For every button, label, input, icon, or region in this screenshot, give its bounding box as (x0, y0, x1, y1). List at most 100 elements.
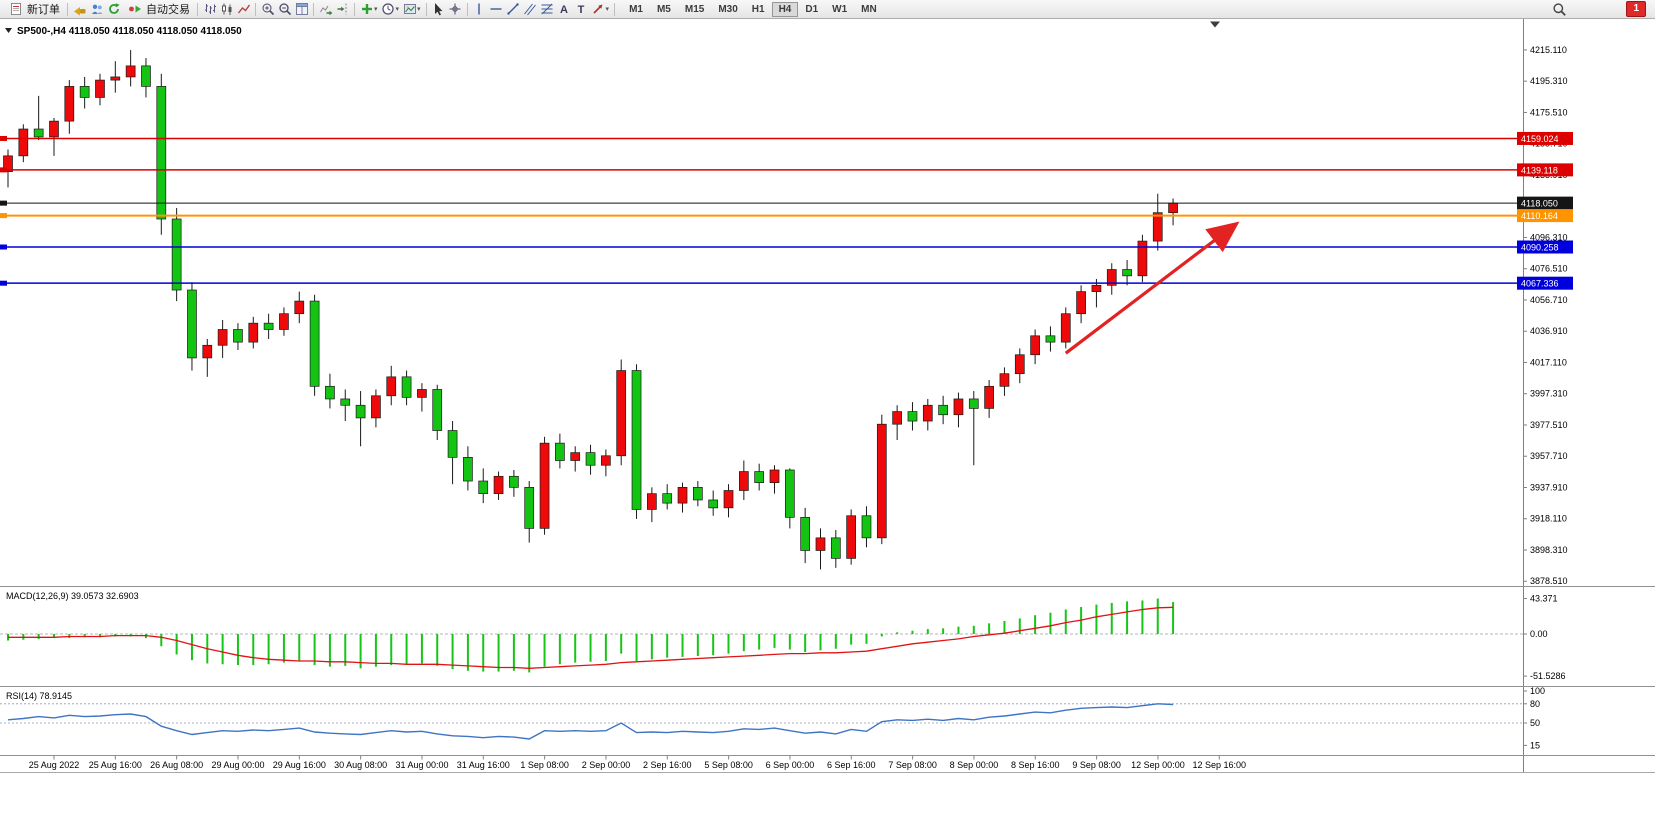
svg-text:3937.910: 3937.910 (1530, 482, 1568, 492)
svg-text:0.00: 0.00 (1530, 629, 1548, 639)
arrows-tool-icon[interactable] (590, 1, 607, 17)
periods-dropdown-caret[interactable]: ▾ (395, 6, 400, 13)
new-order-button[interactable]: 新订单 (3, 1, 64, 18)
timeframe-m1[interactable]: M1 (629, 3, 643, 15)
text-label-tool-icon[interactable]: T (573, 1, 590, 17)
price-tag-label: 4139.118 (1521, 165, 1558, 175)
templates-icon[interactable] (401, 1, 418, 17)
fibonacci-retracement-icon[interactable] (539, 1, 556, 17)
svg-text:4195.310: 4195.310 (1530, 76, 1568, 86)
time-scale[interactable] (0, 756, 1523, 773)
svg-text:6 Sep 16:00: 6 Sep 16:00 (827, 760, 876, 770)
toolbar-right-group: 1 (1551, 1, 1652, 17)
horizontal-line-icon[interactable] (488, 1, 505, 17)
megaphone-icon[interactable] (71, 1, 88, 17)
auto-trading-button[interactable]: 自动交易 (122, 1, 194, 18)
timeframe-h1[interactable]: H1 (751, 3, 765, 15)
chart-canvas[interactable]: 4215.1104195.3104175.5104155.7104135.910… (0, 19, 1655, 820)
notification-badge[interactable]: 1 (1626, 1, 1646, 17)
price-tag (1517, 196, 1573, 210)
svg-text:26 Aug 08:00: 26 Aug 08:00 (150, 760, 203, 770)
new-order-label: 新订单 (27, 4, 60, 16)
macd-signal-line (8, 606, 1174, 669)
auto-scroll-icon[interactable] (317, 1, 334, 17)
svg-text:-51.5286: -51.5286 (1530, 671, 1566, 681)
line-chart-icon[interactable] (235, 1, 252, 17)
svg-text:9 Sep 08:00: 9 Sep 08:00 (1072, 760, 1121, 770)
vertical-line-icon[interactable] (471, 1, 488, 17)
add-indicator-icon[interactable] (358, 1, 375, 17)
equidistant-channel-icon[interactable] (522, 1, 539, 17)
search-icon[interactable] (1551, 1, 1568, 17)
crosshair-icon[interactable] (447, 1, 464, 17)
price-tag (1517, 240, 1573, 254)
hline-left-marker (0, 200, 7, 206)
svg-text:8 Sep 16:00: 8 Sep 16:00 (1011, 760, 1060, 770)
hline-left-marker (0, 167, 7, 173)
rsi-info: RSI(14) 78.9145 (6, 691, 72, 701)
toolbar-separator (255, 2, 256, 16)
timeframe-d1[interactable]: D1 (805, 3, 819, 15)
templates-dropdown-caret[interactable]: ▾ (417, 6, 421, 13)
svg-text:4056.710: 4056.710 (1530, 295, 1568, 305)
trendline-icon[interactable] (505, 1, 522, 17)
periods-icon[interactable] (380, 1, 397, 17)
price-tag (1517, 209, 1573, 223)
svg-text:31 Aug 16:00: 31 Aug 16:00 (457, 760, 510, 770)
svg-text:29 Aug 16:00: 29 Aug 16:00 (273, 760, 326, 770)
svg-text:50: 50 (1530, 718, 1540, 728)
price-tag (1517, 276, 1573, 290)
timeframe-toolbar: M1 M5 M15 M30 H1 H4 D1 W1 MN (622, 1, 884, 17)
symbol-dropdown-arrow[interactable] (5, 28, 12, 33)
timeframe-w1[interactable]: W1 (832, 3, 848, 15)
zoom-in-icon[interactable] (259, 1, 276, 17)
svg-text:7 Sep 08:00: 7 Sep 08:00 (888, 760, 937, 770)
symbol-info: SP500-,H4 4118.050 4118.050 4118.050 411… (17, 26, 242, 37)
price-tag-label: 4110.164 (1521, 211, 1558, 221)
hline-left-marker (0, 280, 7, 286)
timeframe-mn[interactable]: MN (861, 3, 877, 15)
timeframe-h4[interactable]: H4 (771, 1, 799, 17)
svg-text:4036.910: 4036.910 (1530, 326, 1568, 336)
arrows-dropdown-caret[interactable]: ▾ (605, 6, 610, 13)
chart-shift-marker[interactable] (1210, 21, 1220, 28)
price-tag-label: 4118.050 (1521, 199, 1558, 209)
text-tool-icon[interactable]: A (556, 1, 573, 17)
timeframe-m30[interactable]: M30 (718, 3, 738, 15)
main-toolbar: 新订单 自动交易 ▾ ▾ (0, 0, 1655, 19)
svg-text:4017.110: 4017.110 (1530, 357, 1567, 367)
trend-arrow-annotation[interactable] (1064, 221, 1240, 355)
zoom-out-icon[interactable] (276, 1, 293, 17)
svg-text:30 Aug 08:00: 30 Aug 08:00 (334, 760, 387, 770)
svg-text:4175.510: 4175.510 (1530, 107, 1568, 117)
svg-text:3997.310: 3997.310 (1530, 389, 1568, 399)
svg-text:5 Sep 08:00: 5 Sep 08:00 (704, 760, 753, 770)
tile-windows-icon[interactable] (293, 1, 310, 17)
community-icon[interactable] (88, 1, 105, 17)
refresh-icon[interactable] (105, 1, 122, 17)
svg-text:15: 15 (1530, 740, 1540, 750)
macd-histogram (7, 598, 1175, 673)
price-tag (1517, 163, 1573, 177)
hline-left-marker (0, 244, 7, 250)
svg-text:31 Aug 00:00: 31 Aug 00:00 (395, 760, 448, 770)
svg-text:4096.310: 4096.310 (1530, 232, 1568, 242)
svg-text:2 Sep 16:00: 2 Sep 16:00 (643, 760, 692, 770)
svg-text:3878.510: 3878.510 (1530, 576, 1568, 586)
cursor-icon[interactable] (430, 1, 447, 17)
chart-window[interactable]: 4215.1104195.3104175.5104155.7104135.910… (0, 19, 1655, 820)
svg-text:T: T (578, 4, 585, 16)
candlestick-chart-icon[interactable] (218, 1, 235, 17)
timeframe-m5[interactable]: M5 (656, 3, 671, 15)
add-indicator-dropdown-caret[interactable]: ▾ (374, 6, 378, 13)
toolbar-separator (466, 2, 468, 16)
svg-text:100: 100 (1530, 686, 1545, 696)
new-order-icon (7, 1, 24, 17)
bars-chart-icon[interactable] (201, 1, 218, 17)
toolbar-separator (425, 2, 427, 16)
chart-shift-icon[interactable] (334, 1, 351, 17)
price-tag-label: 4090.258 (1521, 243, 1559, 253)
svg-text:4215.110: 4215.110 (1530, 45, 1567, 55)
timeframe-m15[interactable]: M15 (684, 3, 705, 15)
price-tag-label: 4159.024 (1521, 134, 1559, 144)
